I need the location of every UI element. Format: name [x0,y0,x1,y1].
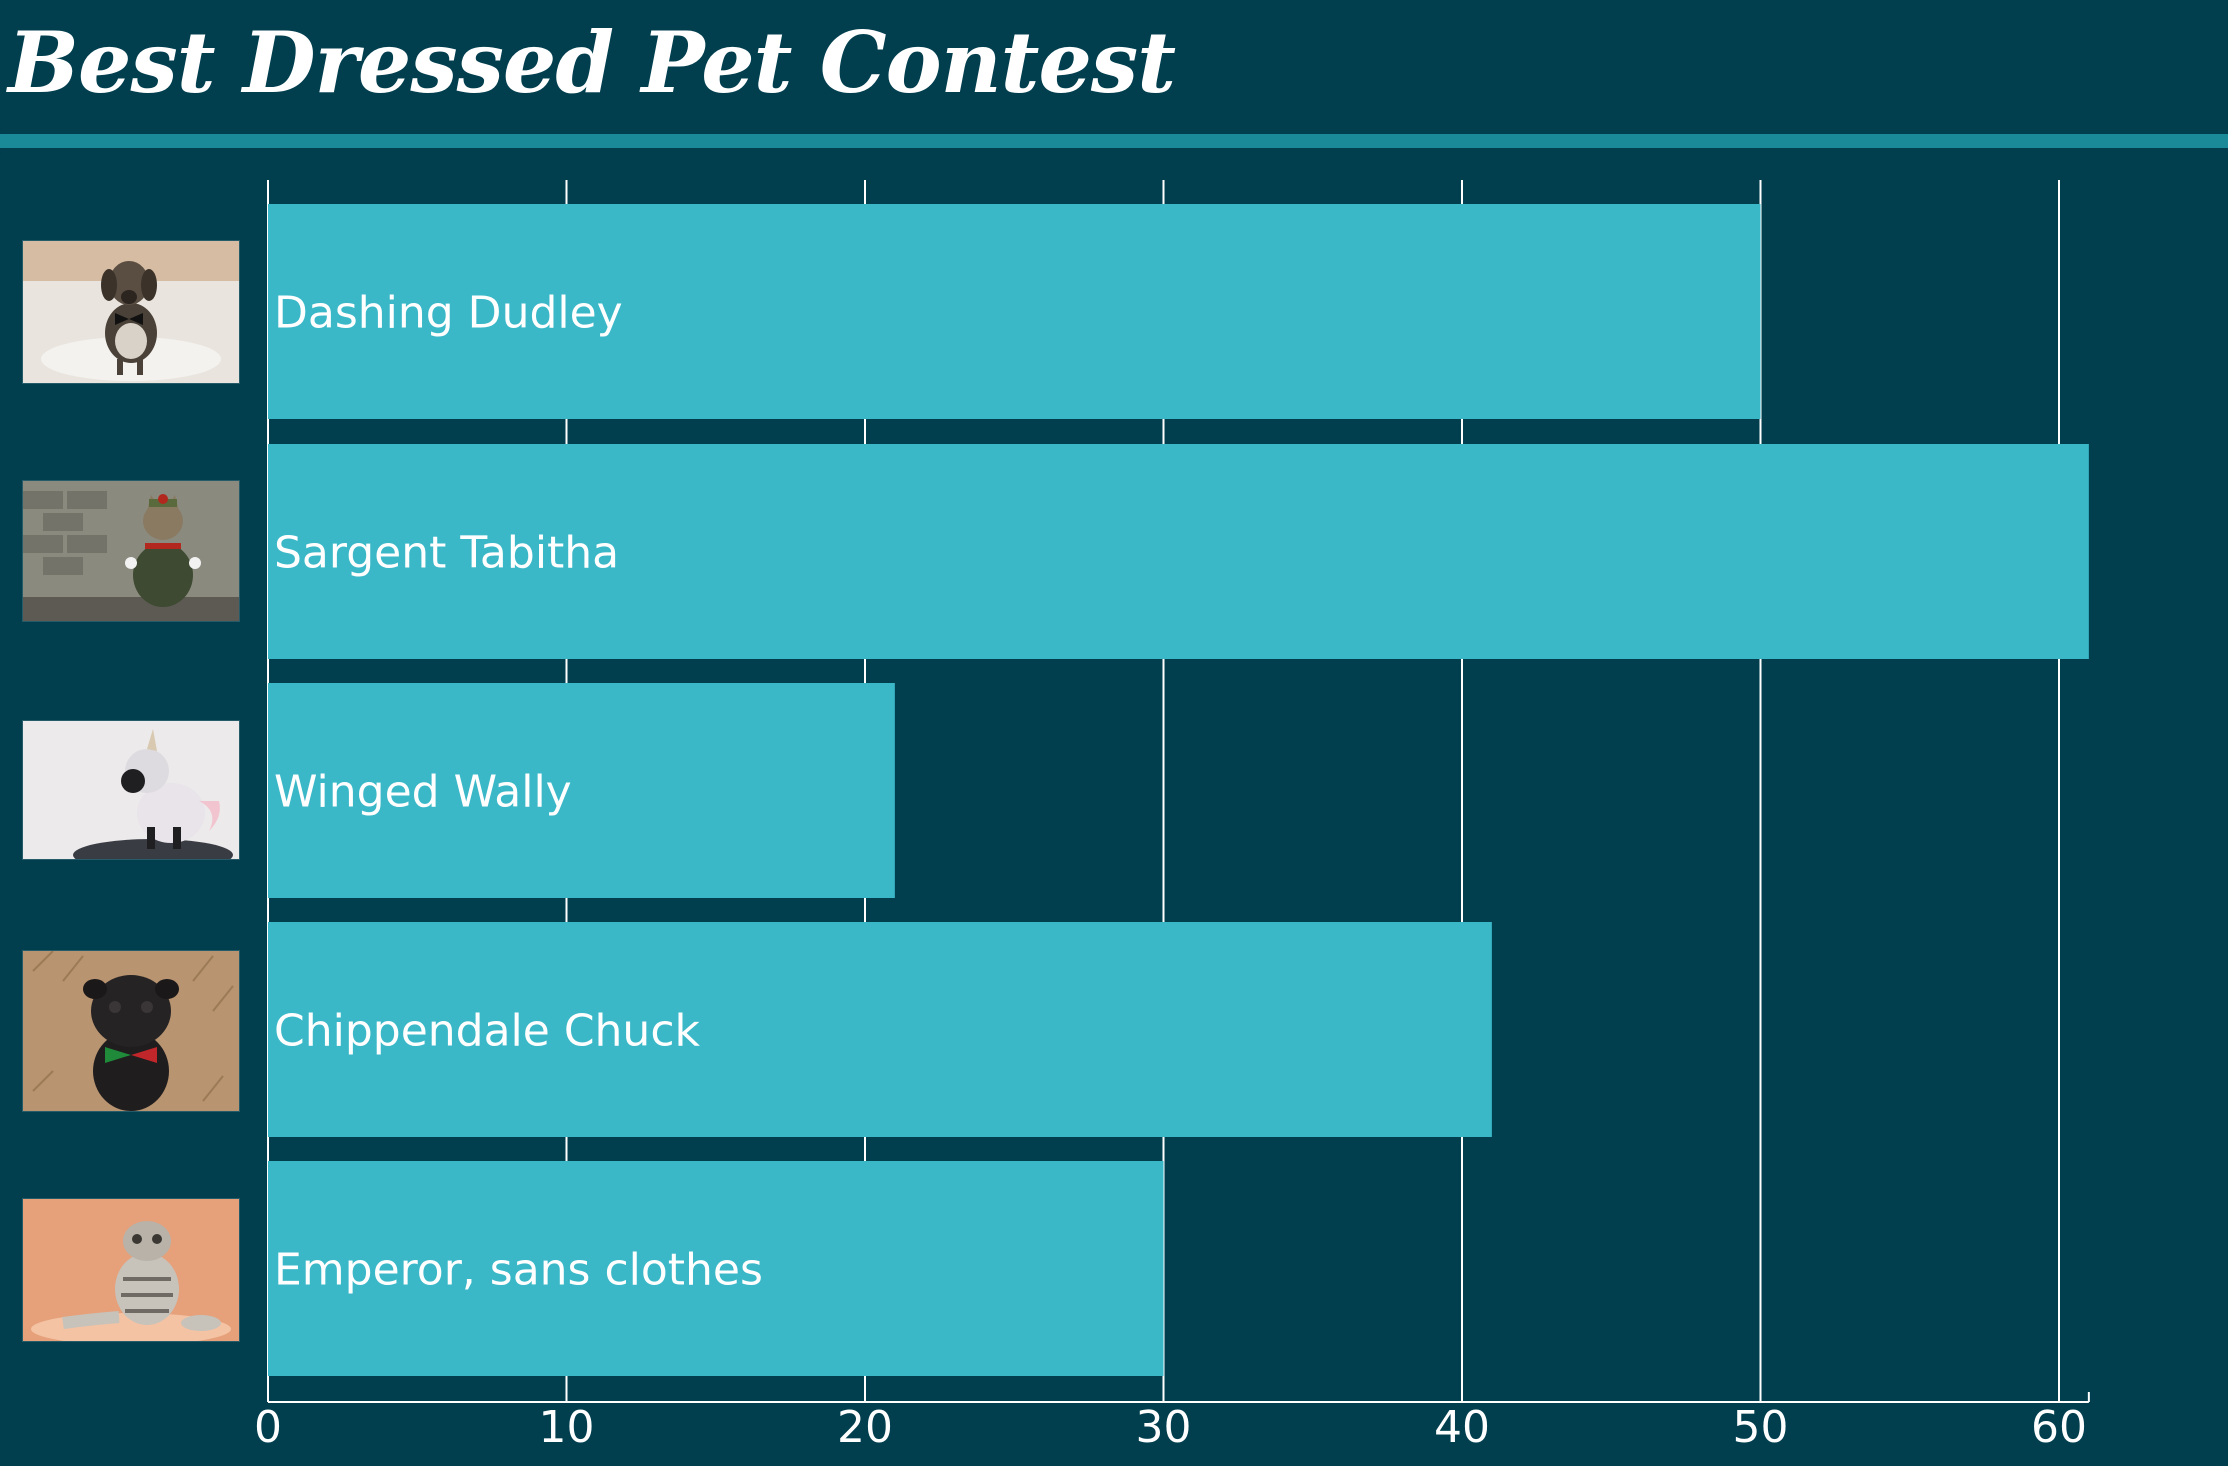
bar-label-0: Dashing Dudley [274,288,623,339]
header-divider [0,134,2228,148]
bar-1[interactable] [268,444,2089,659]
x-tick-label-10: 10 [539,1402,595,1453]
bar-0[interactable] [268,204,1761,419]
bar-3[interactable] [268,922,1492,1137]
bar-label-2: Winged Wally [274,767,572,818]
pug-bowtie-photo [22,950,240,1112]
bar-label-3: Chippendale Chuck [274,1006,701,1057]
bar-chart: Dashing Dudley Sargent Tabitha Winged Wall… [254,180,2090,1453]
pug-unicorn-photo [22,720,240,860]
bar-label-4: Emperor, sans clothes [274,1245,763,1296]
x-tick-label-60: 60 [2031,1402,2087,1453]
x-tick-label-30: 30 [1136,1402,1192,1453]
x-tick-label-0: 0 [254,1402,282,1453]
page-title: Best Dressed Pet Contest [8,13,1176,112]
bar-4[interactable] [268,1161,1164,1376]
dachshund-bowtie-photo [22,240,240,384]
cat-soldier-photo [22,480,240,622]
header-bar: Best Dressed Pet Contest [0,0,2228,134]
x-tick-label-50: 50 [1733,1402,1789,1453]
chart-panel: Dashing Dudley Sargent Tabitha Winged Wall… [0,148,2228,1466]
x-tick-label-20: 20 [837,1402,893,1453]
x-tick-label-40: 40 [1434,1402,1490,1453]
bar-2[interactable] [268,683,895,898]
cat-sitting-photo [22,1198,240,1342]
bar-label-1: Sargent Tabitha [274,528,619,579]
